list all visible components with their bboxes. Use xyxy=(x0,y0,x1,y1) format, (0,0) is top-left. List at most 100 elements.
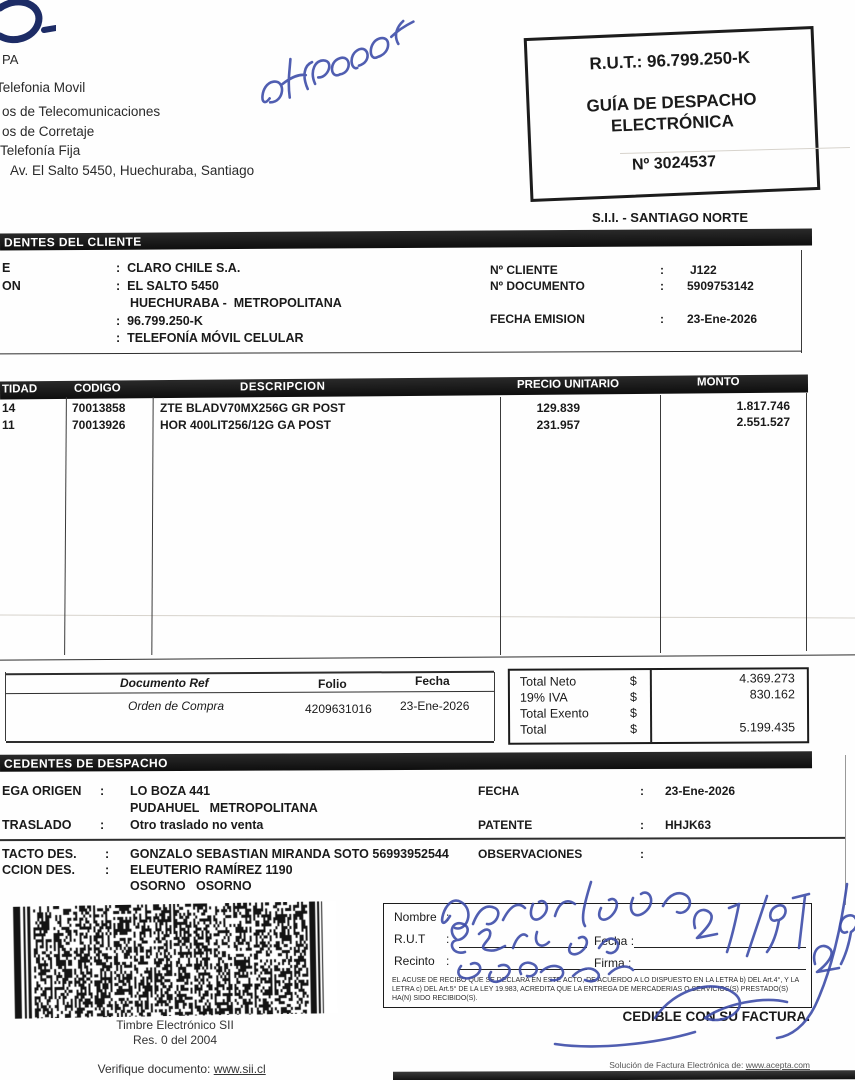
stamp-caption-2: Res. 0 del 2004 xyxy=(132,1033,218,1047)
total-label: Total xyxy=(520,722,547,737)
items-col-sep-2 xyxy=(151,396,154,656)
dispatch-date-value: 23-Ene-2026 xyxy=(665,784,736,798)
emission-date-value: 23-Ene-2026 xyxy=(687,312,758,326)
receipt-firma-label: Firma : xyxy=(594,956,632,970)
docref-header-ref: Documento Ref xyxy=(120,676,209,690)
items-header-qty: TIDAD xyxy=(1,383,38,396)
patente-label: PATENTE xyxy=(478,818,533,832)
acepta-url-link[interactable]: www.acepta.com xyxy=(745,1060,810,1070)
patente-sep: : xyxy=(640,818,644,832)
receipt-fecha-label: Fecha : xyxy=(594,934,635,948)
dispatch-divider xyxy=(0,836,846,841)
supplier-address: Av. El Salto 5450, Huechuraba, Santiago xyxy=(10,163,255,178)
page-right-edge-line xyxy=(845,755,846,905)
docref-header-underline xyxy=(6,690,494,695)
observaciones-sep: : xyxy=(640,847,644,861)
dispatch-section-title: CEDENTES DE DESPACHO xyxy=(3,755,168,771)
client-label-fragment-nombre: E xyxy=(2,261,11,275)
supplier-line-corretaje: os de Corretaje xyxy=(2,124,95,139)
client-label-fragment-direccion: ON xyxy=(2,279,21,293)
scan-artifact-line xyxy=(0,614,855,619)
sii-url-link[interactable]: www.sii.cl xyxy=(213,1062,266,1076)
origin-city-value: PUDAHUEL METROPOLITANA xyxy=(130,801,318,815)
origin-sep: : xyxy=(100,784,105,798)
solution-footer: Solución de Factura Electrónica de: www.… xyxy=(470,1050,810,1080)
docref-right-border xyxy=(494,672,495,741)
cedible-text: CEDIBLE CON SU FACTURA. xyxy=(622,1009,810,1024)
receipt-rut-line xyxy=(459,947,587,948)
item-row-unit-price: 231.957 xyxy=(536,418,580,432)
docref-row-ref: Orden de Compra xyxy=(128,699,225,713)
client-section-title: DENTES DEL CLIENTE xyxy=(3,234,142,249)
item-row-code: 70013858 xyxy=(72,401,126,415)
origin-label-fragment: EGA ORIGEN xyxy=(2,784,82,798)
dispatch-section-header-bar: CEDENTES DE DESPACHO xyxy=(0,751,813,772)
document-number: Nº 3024537 xyxy=(631,153,717,174)
client-box-right-border xyxy=(801,250,802,353)
patente-value: HHJK63 xyxy=(665,818,712,832)
receipt-box: Nombre : R.U.T : Recinto : Fecha : Firma… xyxy=(383,903,812,1008)
totals-box: Total Neto $ 4.369.273 19% IVA $ 830.162… xyxy=(507,667,810,745)
items-header-desc: DESCRIPCION xyxy=(239,380,326,394)
docref-bottom-border xyxy=(6,741,494,743)
transfer-type-sep: : xyxy=(100,818,105,832)
receipt-firma-line xyxy=(634,969,806,970)
totals-col-sep xyxy=(649,670,652,743)
contact-label-fragment: TACTO DES. xyxy=(2,847,77,861)
iva-label: 19% IVA xyxy=(519,690,568,705)
items-header-bar: TIDAD CODIGO DESCRIPCION PRECIO UNITARIO… xyxy=(0,374,809,400)
client-rut-value: : 96.799.250-K xyxy=(116,314,203,328)
client-number-value: J122 xyxy=(690,263,717,277)
observaciones-label: OBSERVACIONES xyxy=(478,847,583,861)
emission-date-label: FECHA EMISION xyxy=(490,312,585,326)
rut-document-box: R.U.T.: 96.799.250-K GUÍA DE DESPACHO EL… xyxy=(523,25,821,203)
scan-edge-bar xyxy=(392,1070,855,1080)
item-row-amount: 1.817.746 xyxy=(736,399,790,413)
transfer-type-label-fragment: TRASLADO xyxy=(2,818,72,832)
item-row-code: 70013926 xyxy=(72,418,126,432)
handwritten-number-annotation xyxy=(261,19,415,104)
receipt-legal-text: EL ACUSE DE RECIBO QUE SE DECLARA EN EST… xyxy=(392,977,799,1002)
dest-address-value: ELEUTERIO RAMÍREZ 1190 xyxy=(130,863,293,877)
client-number-label: Nº CLIENTE xyxy=(490,263,558,277)
transfer-type-value: Otro traslado no venta xyxy=(130,818,264,832)
client-box-bottom-border xyxy=(0,350,802,355)
item-row-qty: 14 xyxy=(2,401,16,415)
stamp-verify-label: Verifique documento: xyxy=(97,1062,214,1076)
document-number-label: Nº DOCUMENTO xyxy=(490,279,585,293)
receipt-recinto-colon: : xyxy=(446,954,450,968)
stamp-caption-1: Timbre Electrónico SII xyxy=(116,1018,234,1032)
item-row-qty: 11 xyxy=(2,418,15,432)
docref-left-border xyxy=(5,672,6,741)
rut-value: R.U.T.: 96.799.250-K xyxy=(589,47,751,74)
total-neto-label: Total Neto xyxy=(519,674,577,689)
items-header-amount: MONTO xyxy=(696,376,740,389)
contact-value: GONZALO SEBASTIAN MIRANDA SOTO 569939525… xyxy=(130,847,449,861)
docref-row-fecha: 23-Ene-2026 xyxy=(400,699,470,713)
total-value: 5.199.435 xyxy=(739,720,796,735)
receipt-fecha-line xyxy=(634,947,806,948)
supplier-name-fragment: PA xyxy=(2,52,19,67)
client-address-city-value: HUECHURABA - METROPOLITANA xyxy=(130,296,342,310)
dest-address-label-fragment: CCION DES. xyxy=(2,863,75,877)
receipt-rut-label: R.U.T xyxy=(394,932,426,946)
supplier-line-telefonia-movil: Telefonia Movil xyxy=(0,80,86,95)
total-exento-value xyxy=(670,705,795,706)
items-bottom-border xyxy=(0,654,855,661)
supplier-line-telefonia-fija: Telefonía Fija xyxy=(0,143,81,158)
total-exento-currency: $ xyxy=(630,706,638,721)
docref-header-folio: Folio xyxy=(318,677,347,691)
item-row-desc: ZTE BLADV70MX256G GR POST xyxy=(160,401,346,415)
item-row-amount: 2.551.527 xyxy=(736,415,790,429)
document-number-value: 5909753142 xyxy=(687,279,754,293)
items-col-sep-3 xyxy=(500,397,501,655)
solution-label: Solución de Factura Electrónica de: xyxy=(609,1060,746,1070)
client-giro-value: : TELEFONÍA MÓVIL CELULAR xyxy=(116,331,304,345)
supplier-line-telecomunicaciones: os de Telecomunicaciones xyxy=(2,104,161,119)
dispatch-date-label: FECHA xyxy=(478,784,520,798)
iva-currency: $ xyxy=(629,690,637,705)
dispatch-date-sep: : xyxy=(640,784,644,798)
receipt-recinto-label: Recinto xyxy=(394,954,435,968)
client-address-value: : EL SALTO 5450 xyxy=(116,279,219,293)
